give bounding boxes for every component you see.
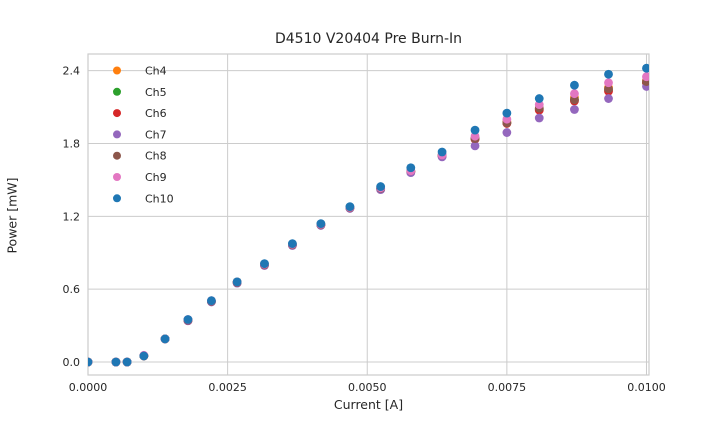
y-tick-label: 0.6 bbox=[63, 283, 81, 296]
data-point bbox=[207, 296, 216, 306]
legend-marker-ch9 bbox=[113, 173, 121, 181]
x-tick-label: 0.0050 bbox=[348, 381, 387, 394]
legend: Ch4 Ch5 Ch6 Ch7 Ch8 Ch9 Ch10 bbox=[113, 65, 174, 205]
data-point bbox=[111, 357, 121, 367]
legend-marker-ch5 bbox=[113, 87, 121, 96]
y-tick-label: 1.2 bbox=[63, 210, 81, 223]
data-point bbox=[502, 108, 512, 118]
data-point bbox=[183, 315, 193, 324]
legend-label-ch10: Ch10 bbox=[145, 192, 174, 205]
legend-marker-ch6 bbox=[113, 109, 121, 118]
series-ch10 bbox=[88, 63, 649, 367]
data-point bbox=[260, 259, 269, 269]
data-point bbox=[534, 100, 544, 110]
legend-label-ch7: Ch7 bbox=[145, 128, 167, 141]
data-point bbox=[502, 114, 512, 124]
data-point bbox=[570, 89, 579, 99]
data-point bbox=[502, 128, 512, 137]
data-point bbox=[570, 105, 579, 114]
data-point bbox=[316, 219, 326, 229]
data-point bbox=[604, 94, 613, 103]
chart-title: D4510 V20404 Pre Burn-In bbox=[274, 31, 463, 47]
legend-marker-ch10 bbox=[113, 194, 121, 203]
data-point bbox=[406, 163, 416, 173]
data-point bbox=[139, 351, 149, 361]
y-tick-label: 1.8 bbox=[63, 137, 81, 150]
x-axis-label: Current [A] bbox=[333, 397, 404, 412]
data-point bbox=[534, 94, 544, 103]
legend-label-ch4: Ch4 bbox=[145, 65, 167, 78]
legend-marker-ch8 bbox=[113, 151, 121, 160]
data-point bbox=[604, 78, 613, 88]
legend-marker-ch4 bbox=[113, 66, 121, 75]
data-point bbox=[604, 84, 613, 94]
legend-label-ch6: Ch6 bbox=[145, 107, 167, 120]
x-tick-label: 0.0075 bbox=[488, 381, 527, 394]
data-point bbox=[470, 125, 480, 135]
data-point bbox=[376, 182, 386, 191]
x-tick-label: 0.0025 bbox=[208, 381, 247, 394]
y-tick-label: 2.4 bbox=[63, 65, 81, 78]
data-point bbox=[288, 239, 297, 249]
legend-marker-ch7 bbox=[113, 130, 121, 139]
data-point bbox=[122, 357, 132, 367]
data-point bbox=[604, 69, 613, 79]
data-point bbox=[470, 131, 480, 141]
data-point bbox=[232, 277, 242, 287]
data-point bbox=[470, 141, 480, 151]
scatter-points bbox=[88, 63, 649, 367]
legend-label-ch8: Ch8 bbox=[145, 150, 167, 163]
data-point bbox=[437, 147, 447, 157]
data-point bbox=[642, 63, 649, 73]
data-point bbox=[534, 113, 544, 123]
axes-frame bbox=[87, 53, 650, 376]
data-point bbox=[160, 334, 170, 344]
legend-label-ch5: Ch5 bbox=[145, 86, 167, 99]
y-tick-label: 0.0 bbox=[63, 356, 81, 369]
x-tick-label: 0.0100 bbox=[627, 381, 666, 394]
data-point bbox=[345, 202, 355, 212]
data-point bbox=[88, 357, 93, 367]
legend-label-ch9: Ch9 bbox=[145, 171, 167, 184]
data-point bbox=[642, 72, 649, 82]
x-tick-label: 0.0000 bbox=[69, 381, 108, 394]
data-point bbox=[570, 80, 579, 90]
data-point bbox=[570, 95, 579, 105]
